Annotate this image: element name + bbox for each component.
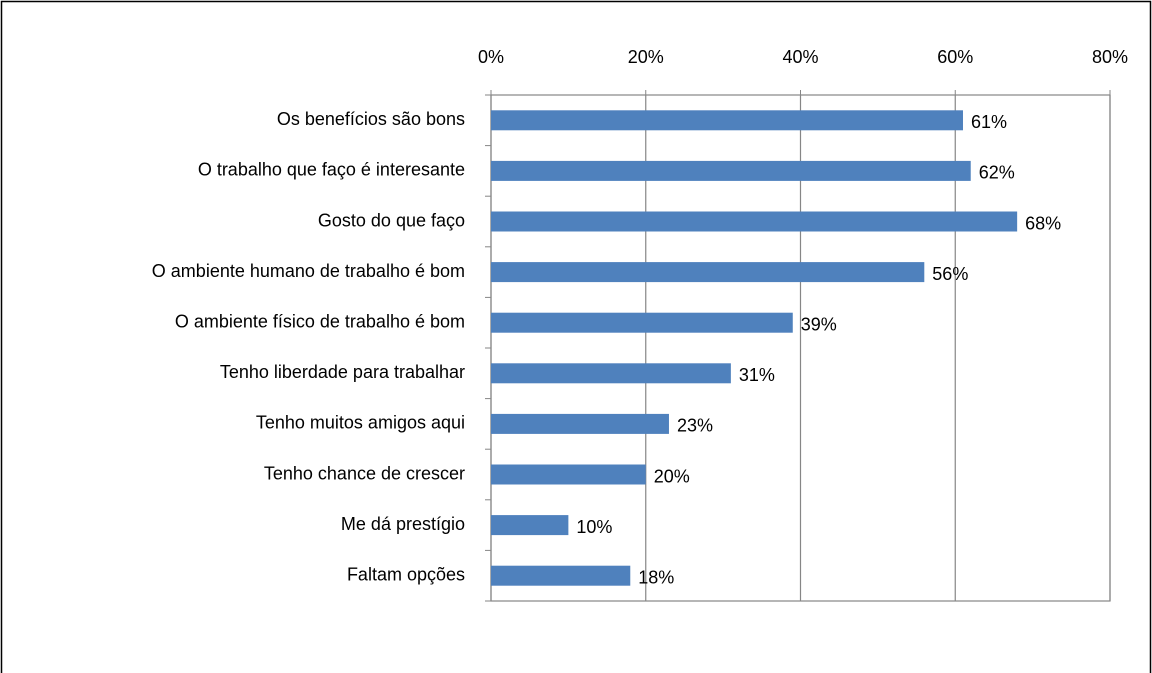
x-tick-label: 80% — [1092, 47, 1128, 67]
data-label: 68% — [1025, 213, 1061, 233]
x-tick-label: 0% — [478, 47, 504, 67]
x-tick-label: 60% — [937, 47, 973, 67]
y-tick-label: O trabalho que faço é interesante — [198, 160, 465, 180]
y-tick-label: Tenho chance de crescer — [264, 463, 465, 483]
data-label: 20% — [654, 466, 690, 486]
data-label: 18% — [638, 567, 674, 587]
y-tick-label: Tenho liberdade para trabalhar — [220, 362, 465, 382]
bar — [491, 515, 569, 536]
y-tick-label: Os benefícios são bons — [277, 109, 465, 129]
bar — [491, 110, 963, 131]
bar — [491, 312, 793, 333]
data-label: 23% — [677, 416, 713, 436]
x-tick-label: 20% — [628, 47, 664, 67]
data-label: 39% — [801, 314, 837, 334]
bar — [491, 262, 925, 283]
y-tick-label: Tenho muitos amigos aqui — [256, 413, 465, 433]
bar — [491, 160, 971, 181]
data-label: 31% — [739, 365, 775, 385]
bar — [491, 413, 669, 434]
bar — [491, 565, 631, 586]
y-tick-label: Faltam opções — [347, 564, 465, 584]
y-tick-label: O ambiente físico de trabalho é bom — [175, 311, 465, 331]
bar — [491, 464, 646, 485]
data-label: 62% — [979, 163, 1015, 183]
data-label: 56% — [932, 264, 968, 284]
bar — [491, 363, 731, 384]
y-tick-label: O ambiente humano de trabalho é bom — [152, 261, 465, 281]
bar — [491, 211, 1018, 232]
y-tick-label: Gosto do que faço — [318, 210, 465, 230]
data-label: 10% — [576, 517, 612, 537]
data-label: 61% — [971, 112, 1007, 132]
y-tick-label: Me dá prestígio — [341, 514, 465, 534]
x-tick-label: 40% — [782, 47, 818, 67]
